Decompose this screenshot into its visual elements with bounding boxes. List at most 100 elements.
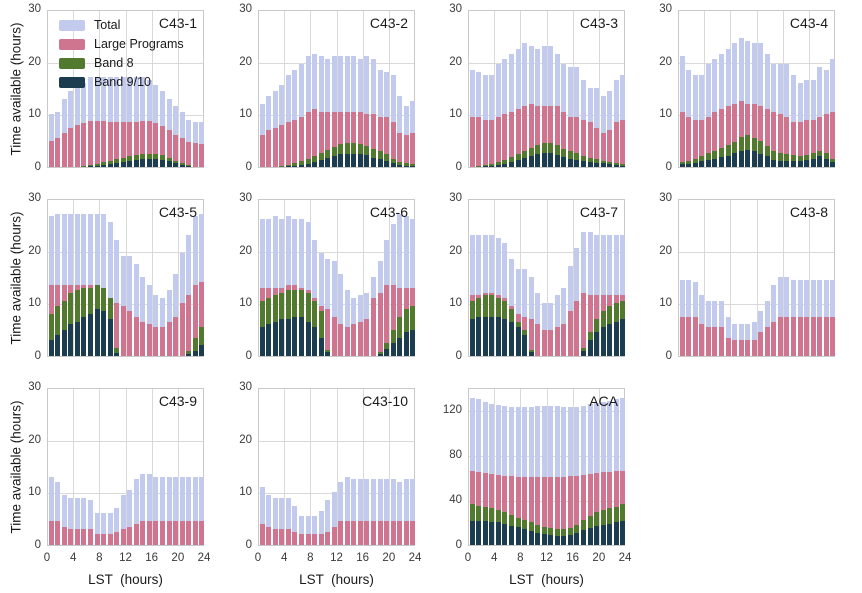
bar-segment-band-8 [397, 316, 403, 356]
subplot-c43-7: C43-7 [468, 199, 626, 357]
gridline-vertical [73, 200, 75, 356]
bar-segment-large-programs [797, 316, 803, 356]
bar-segment-band-9-10 [777, 160, 783, 167]
bar-segment-total [509, 53, 514, 167]
y-tick-label: 20 [239, 433, 252, 446]
bar-segment-total [541, 406, 547, 545]
bar-segment-large-programs [325, 308, 331, 356]
bar-segment-total [166, 476, 172, 545]
bar-segment-band-9-10 [580, 530, 586, 545]
bar-segment-band-9-10 [101, 311, 107, 356]
legend-item: Large Programs [59, 37, 184, 51]
bar-segment-large-programs [522, 106, 528, 167]
y-tick-label: 0 [34, 539, 41, 551]
bar-segment-total [88, 500, 93, 545]
gridline-vertical [494, 200, 496, 356]
bar-segment-large-programs [771, 111, 777, 167]
bar-segment-band-9-10 [613, 522, 619, 545]
bar-segment-large-programs [541, 106, 547, 167]
bar-segment-large-programs [587, 473, 593, 545]
bar-segment-large-programs [764, 109, 770, 167]
bar-segment-large-programs [699, 119, 705, 167]
bar-segment-large-programs [173, 521, 179, 545]
subplot-c43-6: C43-6 [258, 199, 416, 357]
bar-segment-large-programs [344, 521, 350, 545]
bar-segment-large-programs [790, 316, 796, 356]
bar-segment-band-9-10 [607, 324, 613, 356]
bar-segment-large-programs [580, 119, 586, 167]
bar-segment-large-programs [68, 529, 74, 545]
bar-segment-band-8 [199, 327, 205, 356]
bar-segment-large-programs [712, 111, 718, 167]
bar-segment-total [344, 476, 350, 545]
bar-segment-total [390, 479, 396, 545]
bar-segment-band-9-10 [620, 319, 626, 356]
x-tick-label: 4 [490, 552, 498, 564]
y-tick-label: 120 [442, 403, 462, 416]
bar-segment-band-9-10 [574, 160, 580, 167]
y-tick-label: 20 [239, 55, 252, 68]
bar-segment-total [397, 213, 403, 356]
bar-segment-large-programs [384, 521, 390, 545]
bar-segment-large-programs [344, 111, 350, 167]
bar-segment-large-programs [351, 324, 357, 356]
bar-segment-total [179, 476, 185, 545]
bar-segment-band-9-10 [522, 529, 528, 545]
bar-segment-large-programs [266, 130, 272, 167]
bar-segment-large-programs [107, 121, 113, 167]
bar-segment-large-programs [272, 127, 278, 167]
bar-segment-total [790, 74, 796, 167]
gridline-vertical [151, 11, 153, 167]
bar-segment-total [312, 516, 318, 545]
bar-segment-large-programs [535, 106, 541, 167]
bar-segment-large-programs [804, 119, 810, 167]
bar-segment-large-programs [528, 103, 534, 167]
bar-segment-band-9-10 [548, 534, 554, 545]
y-tick-label: 30 [28, 381, 41, 393]
bar-segment-large-programs [482, 119, 488, 167]
bar-segment-large-programs [179, 303, 185, 356]
bar-segment-total [725, 316, 731, 356]
y-tick-label: 20 [449, 244, 462, 257]
bar-segment-total [607, 90, 613, 167]
x-tick-label: 0 [43, 552, 51, 564]
bar-segment-band-9-10 [312, 327, 318, 356]
bar-segment-large-programs [312, 534, 318, 545]
bar-segment-large-programs [390, 122, 396, 167]
gridline-horizontal [48, 493, 203, 495]
gridline-vertical [388, 389, 390, 545]
gridline-vertical [336, 11, 338, 167]
bar-segment-large-programs [541, 329, 547, 356]
bar-segment-total [81, 497, 87, 545]
bar-segment-large-programs [305, 111, 311, 167]
bar-segment-total [133, 479, 139, 545]
bar-segment-large-programs [686, 316, 692, 356]
bar-segment-total [745, 40, 751, 167]
bar-segment-band-9-10 [410, 166, 416, 167]
bar-segment-total [55, 481, 61, 545]
bar-segment-band-8 [489, 163, 495, 167]
bar-segment-large-programs [292, 119, 298, 167]
bar-segment-total [173, 476, 179, 545]
bar-segment-total [567, 407, 573, 545]
bar-segment-large-programs [509, 476, 514, 545]
gridline-vertical [99, 11, 101, 167]
x-tick-label: 16 [566, 552, 580, 564]
subplot-c43-1: C43-1 Total Large Programs Band 8 Band 9/10 [47, 10, 205, 168]
bar-segment-total [561, 407, 567, 545]
chart-title: C43-1 [158, 15, 197, 31]
bar-segment-total [410, 479, 416, 545]
chart-title: C43-2 [369, 15, 408, 31]
bar-segment-total [325, 500, 331, 545]
bar-segment-total [272, 216, 278, 356]
bar-segment-large-programs [140, 121, 146, 167]
bar-segment-band-9-10 [712, 158, 718, 167]
bar-segment-total [61, 98, 67, 167]
x-tick-label: 4 [69, 552, 77, 564]
bar-segment-large-programs [679, 316, 685, 356]
bar-segment-large-programs [719, 109, 724, 167]
y-tick-label: 30 [239, 192, 252, 204]
y-tick-label: 30 [28, 192, 41, 204]
bar-segment-large-programs [48, 140, 54, 167]
gridline-horizontal [48, 440, 203, 442]
